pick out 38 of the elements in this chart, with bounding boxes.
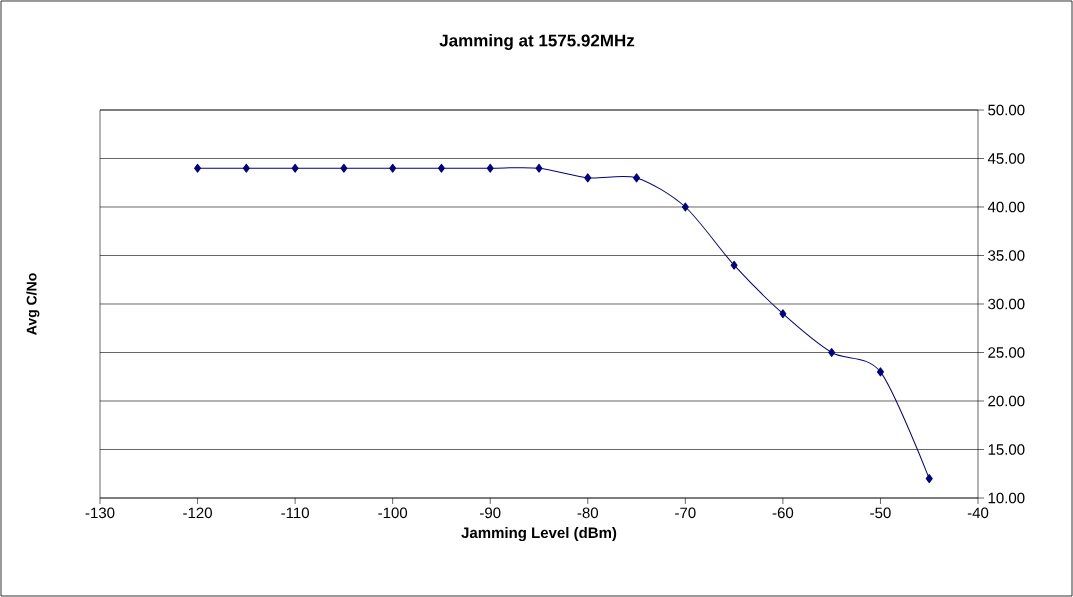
point [633,173,641,183]
y-tick-label: 40.00 [987,201,1025,213]
x-tick-label: -40 [967,507,989,519]
x-tick-label: -130 [85,507,115,519]
x-tick-label: -50 [870,507,891,519]
point [486,163,494,173]
point [828,348,836,357]
chart-title: Jamming at 1575.92MHz [439,34,635,50]
x-tick-label: -70 [675,507,696,519]
x-tick-label: -110 [281,507,309,519]
point [925,474,933,484]
point [340,163,348,173]
point [242,163,250,173]
y-axis-title: Avg C/No [26,273,40,335]
point [681,202,689,212]
x-tick-label: -60 [772,507,794,519]
point [779,309,787,319]
y-tick-label: 10.00 [988,492,1025,504]
x-axis-title: Jamming Level (dBm) [461,527,617,542]
y-tick-label: 25.00 [988,347,1025,358]
x-tick-label: -120 [183,507,212,519]
point [389,163,397,173]
point [535,163,543,173]
x-tick-label: -80 [577,507,599,519]
y-tick-label: 15.00 [988,444,1025,455]
y-tick-label: 50.00 [988,104,1025,116]
point [194,163,202,173]
point [437,163,445,173]
x-tick-label: -100 [378,507,408,519]
y-tick-label: 35.00 [988,250,1025,261]
x-tick-label: -90 [480,507,501,519]
point [584,173,592,183]
point [876,367,884,377]
y-tick-label: 20.00 [988,395,1025,407]
y-tick-label: 30.00 [988,298,1025,310]
y-tick-label: 45.00 [987,153,1025,164]
point [291,163,299,173]
point [730,260,738,270]
